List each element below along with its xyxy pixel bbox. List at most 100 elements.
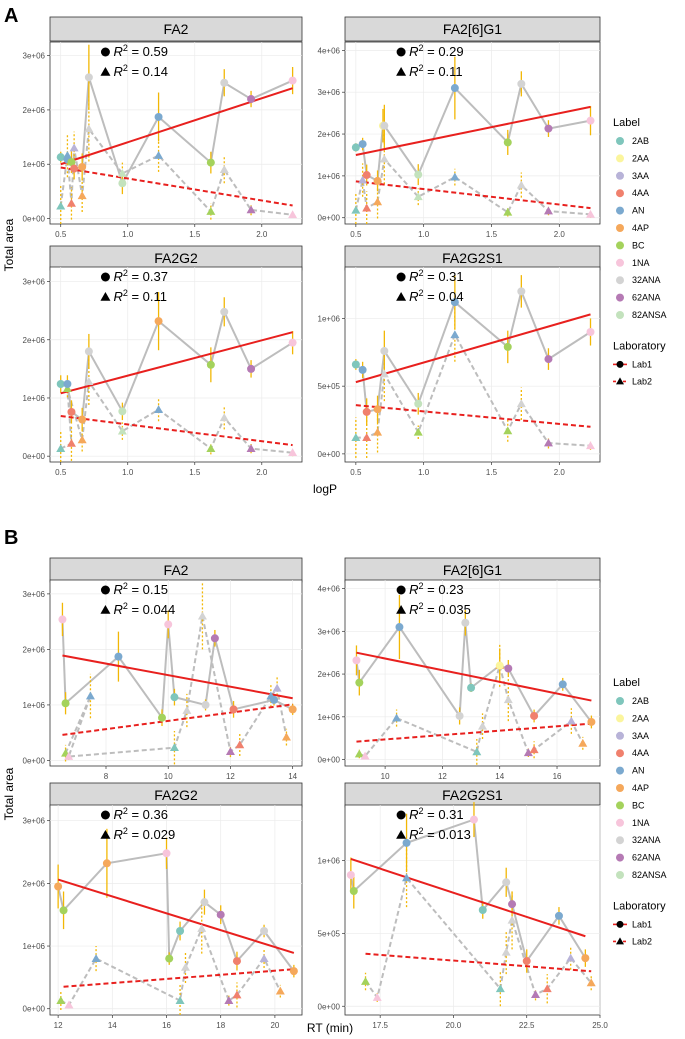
lab1-point-4ap xyxy=(78,162,87,171)
legend-laboratory-title: Laboratory xyxy=(613,340,666,352)
r2-lab2-label: R2 = 0.04 xyxy=(409,288,464,304)
legend-marker xyxy=(616,360,624,368)
lab2-point-62ana xyxy=(246,205,256,214)
x-tick-label: 2.0 xyxy=(554,468,566,477)
lab1-connector-line xyxy=(355,81,591,183)
r2-lab1-label: R2 = 0.23 xyxy=(409,581,464,597)
lab1-point-an xyxy=(358,140,367,149)
lab1-point-62ana xyxy=(504,664,513,673)
lab1-point-2ab xyxy=(176,927,185,935)
lab1-point-62ana xyxy=(508,900,517,909)
panel-letter-b: B xyxy=(4,527,18,549)
lab1-point-4ap xyxy=(78,415,87,424)
lab2-point-1na xyxy=(586,209,596,218)
lab1-point-2ab xyxy=(56,153,65,162)
facet-strip xyxy=(49,782,303,808)
legend-swatch xyxy=(616,241,624,250)
lab1-point-32ana xyxy=(461,618,470,627)
legend-label-4ap: 4AP xyxy=(632,783,649,793)
r2-lab2-marker xyxy=(396,292,407,301)
lab2-point-an xyxy=(154,405,164,413)
plot-panel xyxy=(49,579,303,767)
lab1-point-1na xyxy=(586,328,595,336)
lab2-connector-line xyxy=(59,126,293,216)
legend-a: Label 2AB 2AA 3AA 4AA AN 4AP BC 1NA 32ANA 62ANA 82A… xyxy=(613,117,667,386)
lab2-point-82ansa xyxy=(413,192,423,201)
panel-a: A Total area logP FA2 0e+00 1e+06 2e+06 3e+0… xyxy=(2,5,601,496)
lab2-point-32ana xyxy=(516,180,526,189)
r2-lab2-label: R2 = 0.035 xyxy=(409,601,471,617)
facet-strip xyxy=(344,557,601,583)
legend-swatch xyxy=(616,189,624,198)
lab1-point-1na xyxy=(469,815,478,824)
y-tick-label: 0e+00 xyxy=(23,1005,46,1014)
x-tick-label: 16 xyxy=(162,1021,171,1030)
legend-swatch xyxy=(616,871,624,879)
lab2-point-4ap xyxy=(373,427,383,436)
lab2-point-32ana xyxy=(379,369,389,378)
r2-lab1-marker xyxy=(100,272,110,282)
panel-a-x-axis-title: logP xyxy=(313,482,337,496)
lab2-point-2ab xyxy=(169,743,179,752)
x-tick-label: 1.5 xyxy=(486,468,498,477)
lab1-point-2aa xyxy=(495,661,504,670)
facet-b-fa2-6-g1: FA2[6]G1 0e+00 1e+06 2e+06 3e+06 4e+06 10 12 14 1… xyxy=(318,557,601,781)
y-tick-label: 3e+06 xyxy=(23,590,46,599)
panel-a-y-axis-title: Total area xyxy=(2,218,16,271)
lab1-point-32ana xyxy=(517,287,526,296)
lab1-point-82ansa xyxy=(118,407,127,416)
x-tick-label: 10 xyxy=(164,772,173,781)
lab1-point-62ana xyxy=(210,634,219,643)
lab2-point-2ab xyxy=(175,996,185,1004)
lab1-point-1na xyxy=(352,656,361,665)
legend-lab-lab2: Lab2 xyxy=(632,936,652,946)
facet-title: FA2G2 xyxy=(154,787,198,803)
lab2-point-1na xyxy=(288,448,298,457)
r2-lab1-label: R2 = 0.59 xyxy=(113,43,168,59)
lab1-point-62ana xyxy=(544,355,553,364)
r2-lab1-marker xyxy=(396,810,406,820)
lab1-point-4ap xyxy=(587,717,596,726)
lab1-point-bc xyxy=(355,678,364,687)
y-tick-label: 5e+05 xyxy=(318,382,341,391)
legend-swatch xyxy=(616,224,624,232)
lab1-point-32ana xyxy=(380,121,389,130)
lab1-point-4aa xyxy=(232,957,241,966)
x-tick-label: 20 xyxy=(270,1021,279,1030)
r2-lab2-marker xyxy=(396,67,407,76)
lab1-connector-line xyxy=(349,818,587,964)
r2-lab2-marker xyxy=(396,605,407,614)
lab2-point-32ana xyxy=(180,962,190,971)
plot-panel xyxy=(344,266,601,463)
r2-lab2-marker xyxy=(100,830,111,839)
legend-label-an: AN xyxy=(632,766,645,776)
lab1-point-32ana xyxy=(84,347,93,356)
lab2-point-bc xyxy=(361,976,371,985)
y-tick-label: 0e+00 xyxy=(318,756,341,765)
legend-label-1na: 1NA xyxy=(632,258,650,268)
lab1-point-4aa xyxy=(229,705,238,714)
lab2-point-2ab xyxy=(56,444,66,452)
lab2-fit-line xyxy=(356,722,592,743)
lab2-point-4ap xyxy=(275,986,285,995)
lab1-point-32ana xyxy=(517,79,526,88)
y-tick-label: 2e+06 xyxy=(23,645,46,654)
legend-label-2aa: 2AA xyxy=(632,153,649,163)
lab2-point-an xyxy=(392,713,402,722)
lab2-connector-line xyxy=(355,332,591,447)
lab2-point-1na xyxy=(64,1000,74,1009)
x-tick-label: 14 xyxy=(495,772,504,781)
r2-lab1-marker xyxy=(396,585,406,595)
lab1-point-4ap xyxy=(288,705,297,714)
lab1-point-2ab xyxy=(351,143,360,152)
legend-label-2ab: 2AB xyxy=(632,136,649,146)
lab1-point-4ap xyxy=(373,405,382,414)
lab1-point-1na xyxy=(586,116,595,125)
y-tick-label: 0e+00 xyxy=(23,756,46,765)
lab2-point-2ab xyxy=(351,205,361,214)
x-tick-label: 2.0 xyxy=(554,230,566,239)
y-tick-label: 3e+06 xyxy=(23,278,46,287)
legend-lab-lab2: Lab2 xyxy=(632,376,652,386)
legend-label-title: Label xyxy=(613,677,640,689)
lab2-connector-line xyxy=(354,156,591,216)
